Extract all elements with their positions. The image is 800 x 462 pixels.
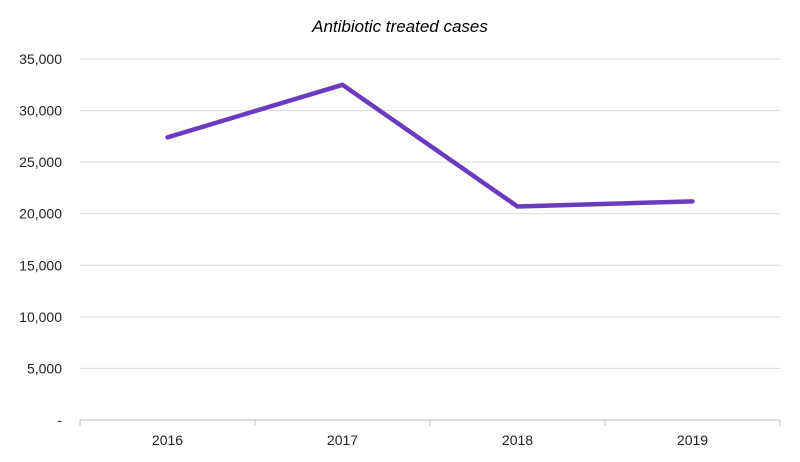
x-tick-label: 2017 — [327, 432, 358, 448]
y-tick-label: 5,000 — [27, 360, 62, 376]
x-axis-tick-labels: 2016 2017 2018 2019 — [152, 432, 708, 448]
y-tick-label: 25,000 — [19, 154, 62, 170]
y-tick-label: 15,000 — [19, 257, 62, 273]
y-tick-label: - — [57, 412, 62, 428]
x-tick-label: 2018 — [502, 432, 533, 448]
x-tick-label: 2019 — [677, 432, 708, 448]
gridlines — [79, 58, 781, 426]
y-tick-label: 30,000 — [19, 103, 62, 119]
y-tick-label: 20,000 — [19, 206, 62, 222]
y-tick-label: 35,000 — [19, 51, 62, 67]
y-tick-label: 10,000 — [19, 309, 62, 325]
series-group — [165, 82, 695, 209]
chart-title: Antibiotic treated cases — [311, 17, 488, 36]
x-tick-label: 2016 — [152, 432, 183, 448]
y-axis-tick-labels: - 5,000 10,000 15,000 20,000 25,000 30,000 35,0… — [19, 51, 62, 428]
series-line — [165, 82, 695, 209]
